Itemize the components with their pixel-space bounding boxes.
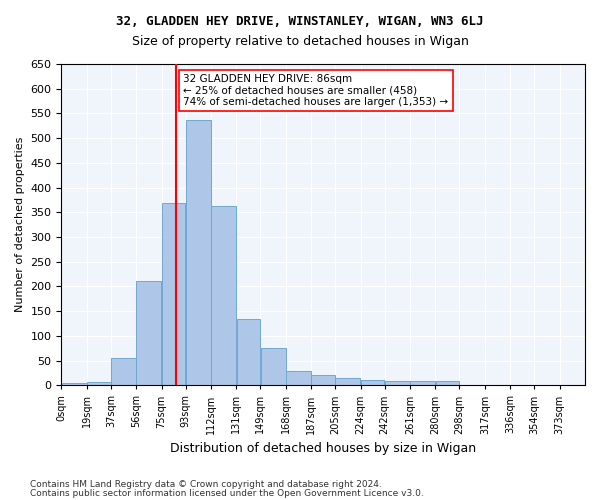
Bar <box>335 378 361 386</box>
Bar <box>385 381 410 386</box>
Bar <box>236 318 260 386</box>
Bar <box>87 382 110 386</box>
Bar <box>211 206 236 386</box>
Bar <box>436 382 459 386</box>
Bar <box>111 358 136 386</box>
Bar <box>162 203 185 386</box>
Bar <box>186 120 211 386</box>
Text: 32, GLADDEN HEY DRIVE, WINSTANLEY, WIGAN, WN3 6LJ: 32, GLADDEN HEY DRIVE, WINSTANLEY, WIGAN… <box>116 15 484 28</box>
Text: Contains HM Land Registry data © Crown copyright and database right 2024.: Contains HM Land Registry data © Crown c… <box>30 480 382 489</box>
Text: Size of property relative to detached houses in Wigan: Size of property relative to detached ho… <box>131 35 469 48</box>
Bar <box>361 380 385 386</box>
Bar <box>311 376 335 386</box>
Bar <box>410 381 435 386</box>
X-axis label: Distribution of detached houses by size in Wigan: Distribution of detached houses by size … <box>170 442 476 455</box>
Text: Contains public sector information licensed under the Open Government Licence v3: Contains public sector information licen… <box>30 488 424 498</box>
Bar <box>260 348 286 386</box>
Bar <box>136 282 161 386</box>
Text: 32 GLADDEN HEY DRIVE: 86sqm
← 25% of detached houses are smaller (458)
74% of se: 32 GLADDEN HEY DRIVE: 86sqm ← 25% of det… <box>183 74 448 107</box>
Bar <box>286 372 311 386</box>
Y-axis label: Number of detached properties: Number of detached properties <box>15 137 25 312</box>
Bar <box>62 383 86 386</box>
